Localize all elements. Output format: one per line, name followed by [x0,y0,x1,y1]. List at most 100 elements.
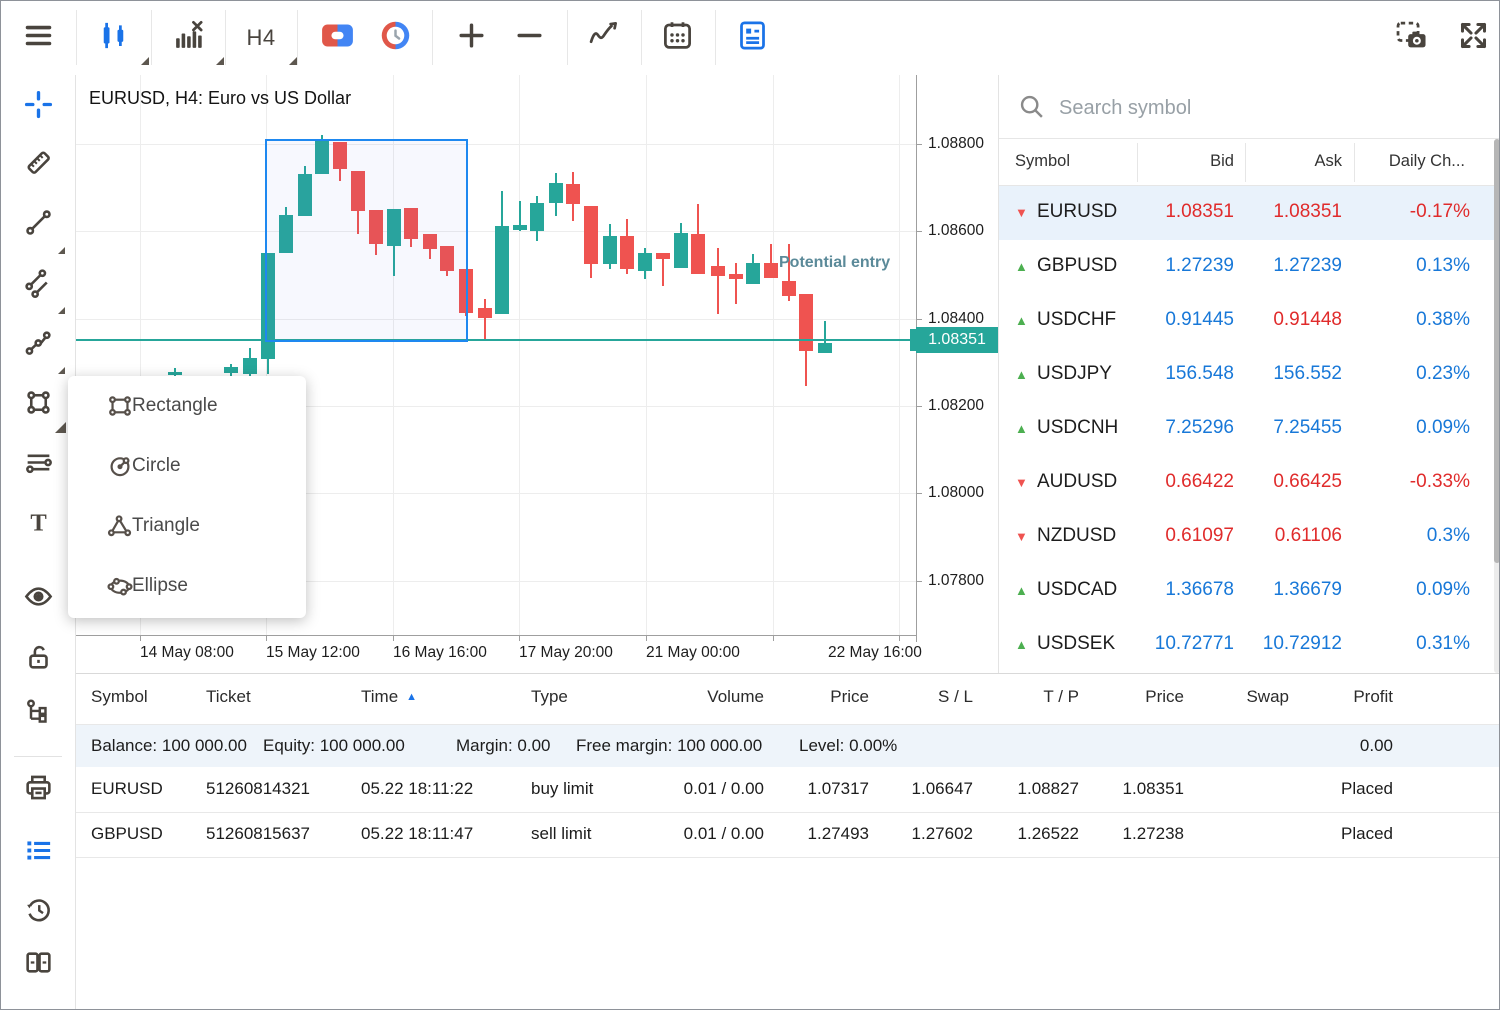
chart-annotation[interactable]: Potential entry [779,254,891,271]
orders-header-sl[interactable]: S / L [938,687,973,706]
fullscreen-button[interactable] [1448,13,1498,63]
orders-header-ticket[interactable]: Ticket [206,687,251,706]
screenshot-button[interactable] [1386,13,1436,63]
unlock-icon [23,642,54,678]
watch-bid: 0.66422 [1165,471,1234,492]
orders-header-type[interactable]: Type [531,687,568,706]
order-tp: 1.26522 [1017,824,1079,843]
chart-title: EURUSD, H4: Euro vs US Dollar [89,88,352,108]
candle-body [656,253,670,259]
watch-symbol: NZDUSD [1037,525,1117,546]
search-input[interactable] [1057,89,1441,127]
orders-header-tp[interactable]: T / P [1043,687,1079,706]
ruler-tool[interactable] [22,149,54,181]
shapes-dropdown-arrow [55,422,66,433]
horizontal-gridline [76,318,916,320]
chart-plot[interactable] [76,75,916,636]
selection-rectangle[interactable] [265,139,468,342]
menu-item-circle[interactable]: Circle [68,436,306,496]
crosshair-icon [23,89,54,125]
time-axis-label: 14 May 08:00 [140,644,234,661]
watch-row-usdjpy[interactable]: ▲ USDJPY 156.548 156.552 0.23% [999,348,1495,402]
orders-header-volume[interactable]: Volume [707,687,764,706]
watch-daily-change: -0.17% [1409,201,1470,222]
toolbar-divider [641,10,642,65]
history-tool[interactable] [22,896,54,928]
orders-header-swap[interactable]: Swap [1246,687,1289,706]
polyline-tool[interactable] [22,329,54,361]
price-axis-line [916,75,917,642]
watch-row-usdsek[interactable]: ▲ USDSEK 10.72771 10.72912 0.31% [999,618,1495,672]
watch-row-usdcnh[interactable]: ▲ USDCNH 7.25296 7.25455 0.09% [999,402,1495,456]
watch-row-usdcad[interactable]: ▲ USDCAD 1.36678 1.36679 0.09% [999,564,1495,618]
watch-ask: 1.08351 [1273,201,1342,222]
watch-row-nzdusd[interactable]: ▼ NZDUSD 0.61097 0.61106 0.3% [999,510,1495,564]
visibility-tool[interactable] [22,583,54,615]
order-panel-button[interactable] [727,13,777,63]
zoom-out-button[interactable] [504,13,554,63]
levels-tool[interactable] [22,449,54,481]
screenshot-icon [1395,19,1428,57]
print-tool[interactable] [22,774,54,806]
vertical-gridline [773,75,774,636]
down-triangle-icon: ▼ [1015,529,1028,544]
orders-header-time[interactable]: Time ▲ [361,687,418,706]
crosshair-tool[interactable] [22,89,54,125]
balance-row: Balance: 100 000.00 Equity: 100 000.00 Mar… [76,724,1499,767]
watch-header-ask[interactable]: Ask [1314,152,1342,170]
trade-list-icon [23,835,54,871]
journal-tool[interactable] [22,949,54,981]
candle-wick [519,201,521,231]
candle-body [566,184,580,204]
order-type: buy limit [531,779,594,798]
candle-body [711,265,725,276]
watch-row-audusd[interactable]: ▼ AUDUSD 0.66422 0.66425 -0.33% [999,456,1495,510]
channel-dropdown-arrow [58,307,65,314]
menu-item-ellipse[interactable]: Ellipse [68,556,306,616]
timeframe-button[interactable]: H4 [236,13,286,63]
orders-header-price[interactable]: Price [830,687,869,706]
economic-calendar-button[interactable] [652,13,702,63]
shapes-dropdown-menu: Rectangle Circle Triangle Ellipse [68,376,306,618]
current-price-line[interactable] [76,339,916,341]
watch-header-bid[interactable]: Bid [1210,152,1234,170]
lock-tool[interactable] [22,644,54,676]
menu-item-label: Ellipse [132,575,188,596]
orders-header-profit[interactable]: Profit [1353,687,1393,706]
order-time: 05.22 18:11:47 [361,824,474,843]
zoom-in-button[interactable] [446,13,496,63]
price-tick [916,231,922,233]
watch-row-eurusd[interactable]: ▼ EURUSD 1.08351 1.08351 -0.17% [999,186,1495,240]
menu-item-triangle[interactable]: Triangle [68,496,306,556]
watch-header-symbol[interactable]: Symbol [1015,152,1071,170]
scrollbar-thumb[interactable] [1494,139,1499,563]
watch-header-daily-ch-[interactable]: Daily Ch... [1388,152,1465,170]
levels-icon [23,447,54,483]
order-row-gbpusd[interactable]: GBPUSD 51260815637 05.22 18:11:47 sell limi… [76,812,1499,857]
indicators-button[interactable] [163,13,213,63]
time-tick [140,635,141,641]
journal-icon [23,947,54,983]
menu-button[interactable] [13,13,63,63]
watch-row-usdchf[interactable]: ▲ USDCHF 0.91445 0.91448 0.38% [999,294,1495,348]
market-hours-button[interactable] [370,13,420,63]
order-row-eurusd[interactable]: EURUSD 51260814321 05.22 18:11:22 buy limit… [76,767,1499,812]
down-triangle-icon: ▼ [1015,205,1028,220]
watch-row-gbpusd[interactable]: ▲ GBPUSD 1.27239 1.27239 0.13% [999,240,1495,294]
indicator-wave-button[interactable] [578,13,628,63]
watch-daily-change: 0.31% [1416,633,1470,654]
watch-daily-change: 0.09% [1416,417,1470,438]
text-tool[interactable]: T [22,509,54,541]
trade-list-tool[interactable] [22,837,54,869]
object-tree-tool[interactable] [22,699,54,731]
orders-header-price2[interactable]: Price [1145,687,1184,706]
market-hours-icon [379,19,412,57]
one-click-trading-button[interactable] [312,13,362,63]
channel-tool[interactable] [22,269,54,301]
shapes-tool[interactable] [22,389,54,421]
trend-line-tool[interactable] [22,209,54,241]
time-axis-label: 22 May 16:00 [828,644,922,661]
menu-item-rectangle[interactable]: Rectangle [68,376,306,436]
orders-header-symbol[interactable]: Symbol [91,687,148,706]
chart-type-button[interactable] [88,13,138,63]
